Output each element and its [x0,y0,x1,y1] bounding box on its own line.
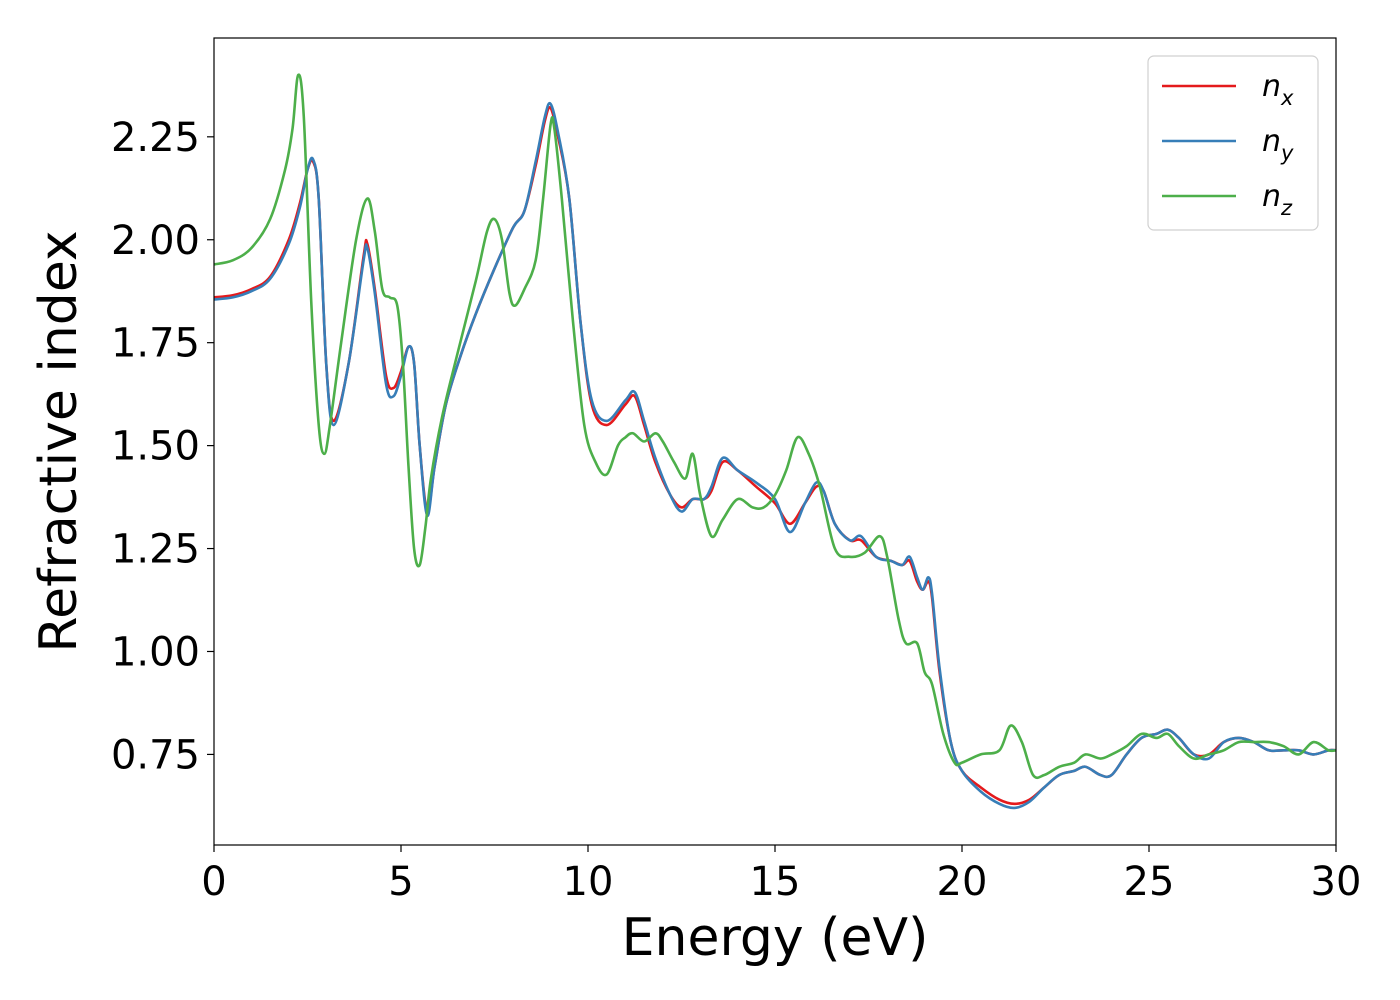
x-tick-label: 30 [1311,859,1362,905]
x-tick-label: 5 [388,859,413,905]
x-tick-label: 10 [563,859,614,905]
x-tick-label: 0 [201,859,226,905]
x-tick-label: 25 [1124,859,1175,905]
y-axis-ticks: 0.75 1.00 1.25 1.50 1.75 2.00 2.25 [111,115,214,778]
y-tick-label: 2.00 [111,218,200,264]
x-tick-label: 15 [750,859,801,905]
y-tick-label: 1.25 [111,527,200,573]
y-axis-label: Refractive index [29,230,89,652]
x-axis-ticks: 0 5 10 15 20 25 30 [201,845,1361,905]
x-tick-label: 20 [937,859,988,905]
legend-label: nz [1262,179,1293,220]
series-layer [214,73,1336,810]
y-tick-label: 0.75 [111,732,200,778]
y-tick-label: 1.00 [111,629,200,675]
y-tick-label: 2.25 [111,115,200,161]
legend-label: ny [1262,124,1294,165]
legend: nx ny nz [1147,55,1319,231]
x-axis-label: Energy (eV) [622,908,929,968]
series-line-n-y [214,101,1336,810]
y-tick-label: 1.50 [111,424,200,470]
series-line-n-z [214,73,1336,780]
y-tick-label: 1.75 [111,321,200,367]
legend-label: nx [1262,69,1294,110]
legend-box [1147,55,1319,231]
